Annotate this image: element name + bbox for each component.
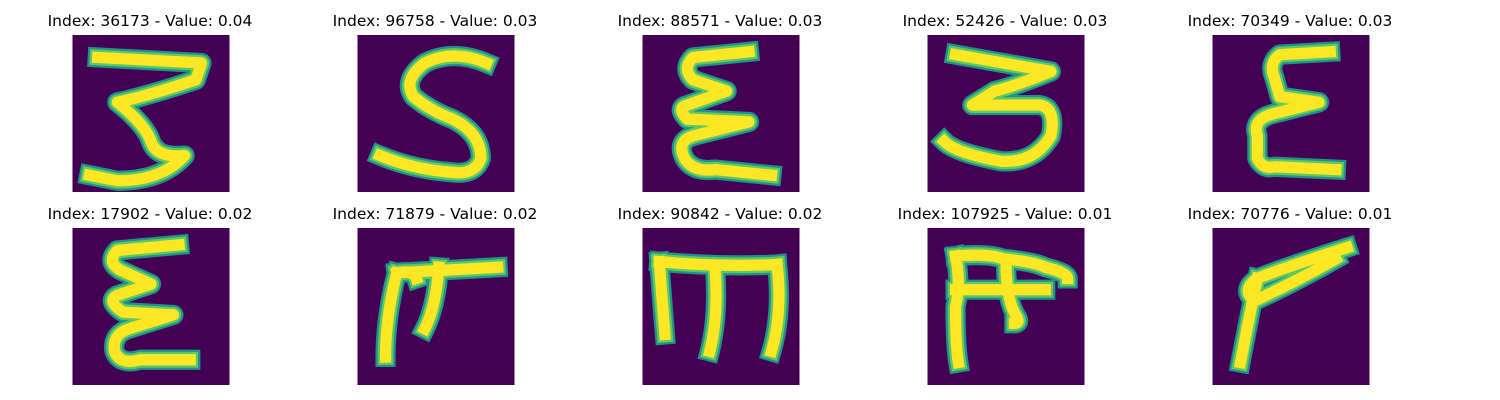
glyph-stroke (676, 45, 778, 182)
sample-title: Index: 17902 - Value: 0.02 (47, 205, 253, 223)
sample-title: Index: 36173 - Value: 0.04 (47, 12, 253, 30)
glyph-stroke (1233, 240, 1355, 370)
sample-title: Index: 107925 - Value: 0.01 (897, 205, 1113, 223)
sample-cell: Index: 36173 - Value: 0.04 (0, 0, 300, 192)
sample-title: Index: 88571 - Value: 0.03 (617, 12, 823, 30)
sample-title: Index: 71879 - Value: 0.02 (332, 205, 538, 223)
sample-cell: Index: 88571 - Value: 0.03 (570, 0, 870, 192)
glyph-image (642, 35, 800, 192)
sample-cell: Index: 96758 - Value: 0.03 (285, 0, 585, 192)
glyph-image (927, 228, 1085, 385)
sample-cell: Index: 107925 - Value: 0.01 (855, 193, 1155, 385)
sample-cell: Index: 70776 - Value: 0.01 (1140, 193, 1440, 385)
glyph-image (927, 35, 1085, 192)
glyph-image (357, 35, 515, 192)
glyph-image (357, 228, 515, 385)
sample-title: Index: 70776 - Value: 0.01 (1187, 205, 1393, 223)
sample-cell: Index: 17902 - Value: 0.02 (0, 193, 300, 385)
sample-title: Index: 90842 - Value: 0.02 (617, 205, 823, 223)
glyph-image (72, 35, 230, 192)
sample-title: Index: 70349 - Value: 0.03 (1187, 12, 1393, 30)
sample-cell: Index: 71879 - Value: 0.02 (285, 193, 585, 385)
glyph-stroke (379, 261, 504, 363)
glyph-image (72, 228, 230, 385)
glyph-stroke (372, 50, 494, 179)
glyph-stroke (948, 249, 1074, 370)
glyph-stroke (82, 51, 208, 187)
sample-cell: Index: 90842 - Value: 0.02 (570, 193, 870, 385)
sample-cell: Index: 70349 - Value: 0.03 (1140, 0, 1440, 192)
glyph-image (1212, 228, 1370, 385)
glyph-image (642, 228, 800, 385)
sample-title: Index: 96758 - Value: 0.03 (332, 12, 538, 30)
glyph-stroke (653, 255, 785, 359)
sample-cell: Index: 52426 - Value: 0.03 (855, 0, 1155, 192)
glyph-stroke (106, 238, 196, 367)
glyph-image (1212, 35, 1370, 192)
glyph-stroke (936, 48, 1058, 167)
glyph-stroke (1250, 45, 1342, 176)
sample-title: Index: 52426 - Value: 0.03 (902, 12, 1108, 30)
